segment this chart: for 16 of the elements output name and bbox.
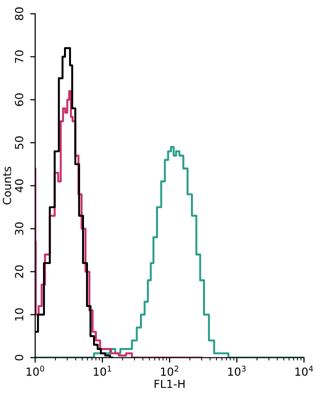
y-tick-label: 70 — [14, 50, 24, 63]
x-tick-label: 10$^{3}$ — [228, 366, 246, 376]
x-axis-title: FL1-H — [154, 380, 185, 388]
y-tick-label: 80 — [14, 7, 24, 20]
y-tick-label: 50 — [14, 136, 24, 149]
y-tick-label: 20 — [14, 265, 24, 278]
x-tick-label: 10$^{0}$ — [26, 366, 44, 376]
x-tick-label: 10$^{2}$ — [161, 366, 178, 376]
y-tick-label: 60 — [14, 93, 24, 106]
y-tick-label: 0 — [14, 354, 24, 360]
y-axis-title: Counts — [2, 166, 12, 204]
x-tick-label: 10$^{1}$ — [94, 366, 112, 376]
y-tick-label: 10 — [14, 308, 24, 320]
y-tick-label: 30 — [14, 222, 24, 235]
x-tick-label: 10$^{4}$ — [295, 366, 313, 376]
y-tick-label: 40 — [14, 179, 24, 192]
